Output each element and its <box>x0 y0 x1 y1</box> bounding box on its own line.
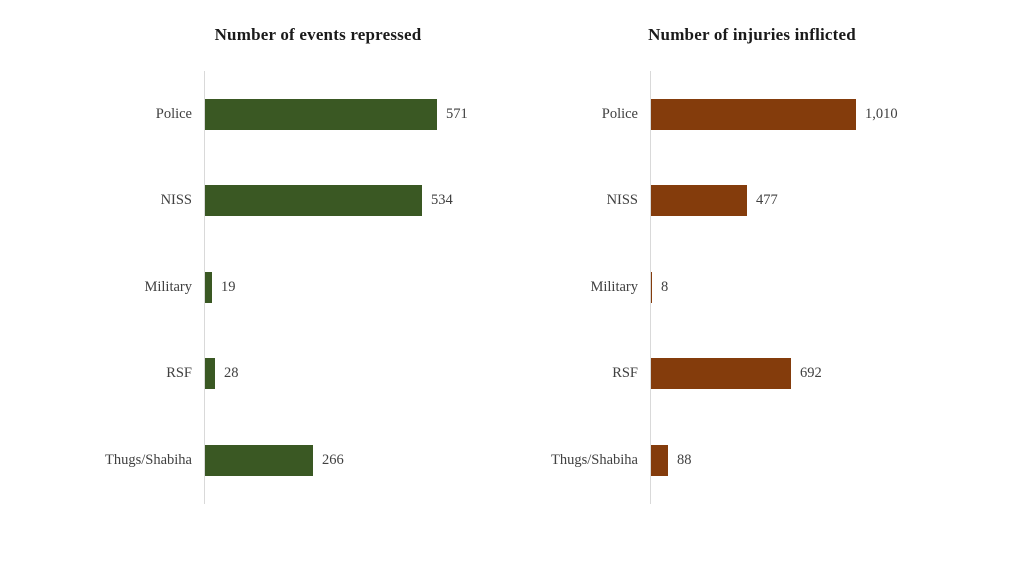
value-label: 8 <box>661 278 669 295</box>
chart-row: Police 571 <box>60 71 540 158</box>
plot-area: 477 <box>650 185 986 217</box>
plot-area: 19 <box>204 271 540 303</box>
category-label: NISS <box>160 192 192 209</box>
plot-area: 534 <box>204 185 540 217</box>
chart-row: NISS 477 <box>506 158 986 245</box>
bar <box>204 271 212 303</box>
plot-area: 28 <box>204 358 540 390</box>
value-label: 19 <box>221 278 236 295</box>
value-label: 571 <box>446 105 468 122</box>
value-label: 477 <box>756 192 778 209</box>
plot-area: 266 <box>204 444 540 476</box>
category-label: RSF <box>166 365 192 382</box>
chart-title-events-repressed: Number of events repressed <box>214 25 422 44</box>
value-label: 266 <box>322 451 344 468</box>
plot-area: 88 <box>650 444 986 476</box>
chart-title-injuries-inflicted: Number of injuries inflicted <box>648 25 856 44</box>
y-axis-line <box>650 71 651 504</box>
chart-row: NISS 534 <box>60 158 540 245</box>
chart-row: Military 8 <box>506 244 986 331</box>
plot-area: 1,010 <box>650 98 986 130</box>
bar <box>650 185 747 217</box>
category-label: Military <box>144 278 192 295</box>
category-label: Police <box>155 105 192 122</box>
value-label: 1,010 <box>865 105 898 122</box>
chart-row: RSF 692 <box>506 331 986 418</box>
chart-row: Police 1,010 <box>506 71 986 158</box>
chart-row: Military 19 <box>60 244 540 331</box>
bar-chart-events-repressed: Police 571 NISS 534 Military 19 RSF 28 Thugs/Sha… <box>60 71 540 504</box>
bar-chart-injuries-inflicted: Police 1,010 NISS 477 Military 8 RSF 692 Thugs/S… <box>506 71 986 504</box>
value-label: 534 <box>431 192 453 209</box>
chart-row: Thugs/Shabiha 266 <box>60 417 540 504</box>
bar <box>204 98 437 130</box>
category-label: NISS <box>606 192 638 209</box>
y-axis-line <box>204 71 205 504</box>
value-label: 28 <box>224 365 239 382</box>
category-label: Thugs/Shabiha <box>551 451 638 468</box>
bar <box>650 358 791 390</box>
category-label: Police <box>601 105 638 122</box>
chart-row: RSF 28 <box>60 331 540 418</box>
bar <box>204 185 422 217</box>
category-label: RSF <box>612 365 638 382</box>
plot-area: 8 <box>650 271 986 303</box>
bar <box>650 444 668 476</box>
plot-area: 692 <box>650 358 986 390</box>
bar <box>650 98 856 130</box>
value-label: 692 <box>800 365 822 382</box>
category-label: Thugs/Shabiha <box>105 451 192 468</box>
bar <box>204 358 215 390</box>
bar <box>650 271 652 303</box>
value-label: 88 <box>677 451 692 468</box>
bar <box>204 444 313 476</box>
category-label: Military <box>590 278 638 295</box>
plot-area: 571 <box>204 98 540 130</box>
chart-row: Thugs/Shabiha 88 <box>506 417 986 504</box>
